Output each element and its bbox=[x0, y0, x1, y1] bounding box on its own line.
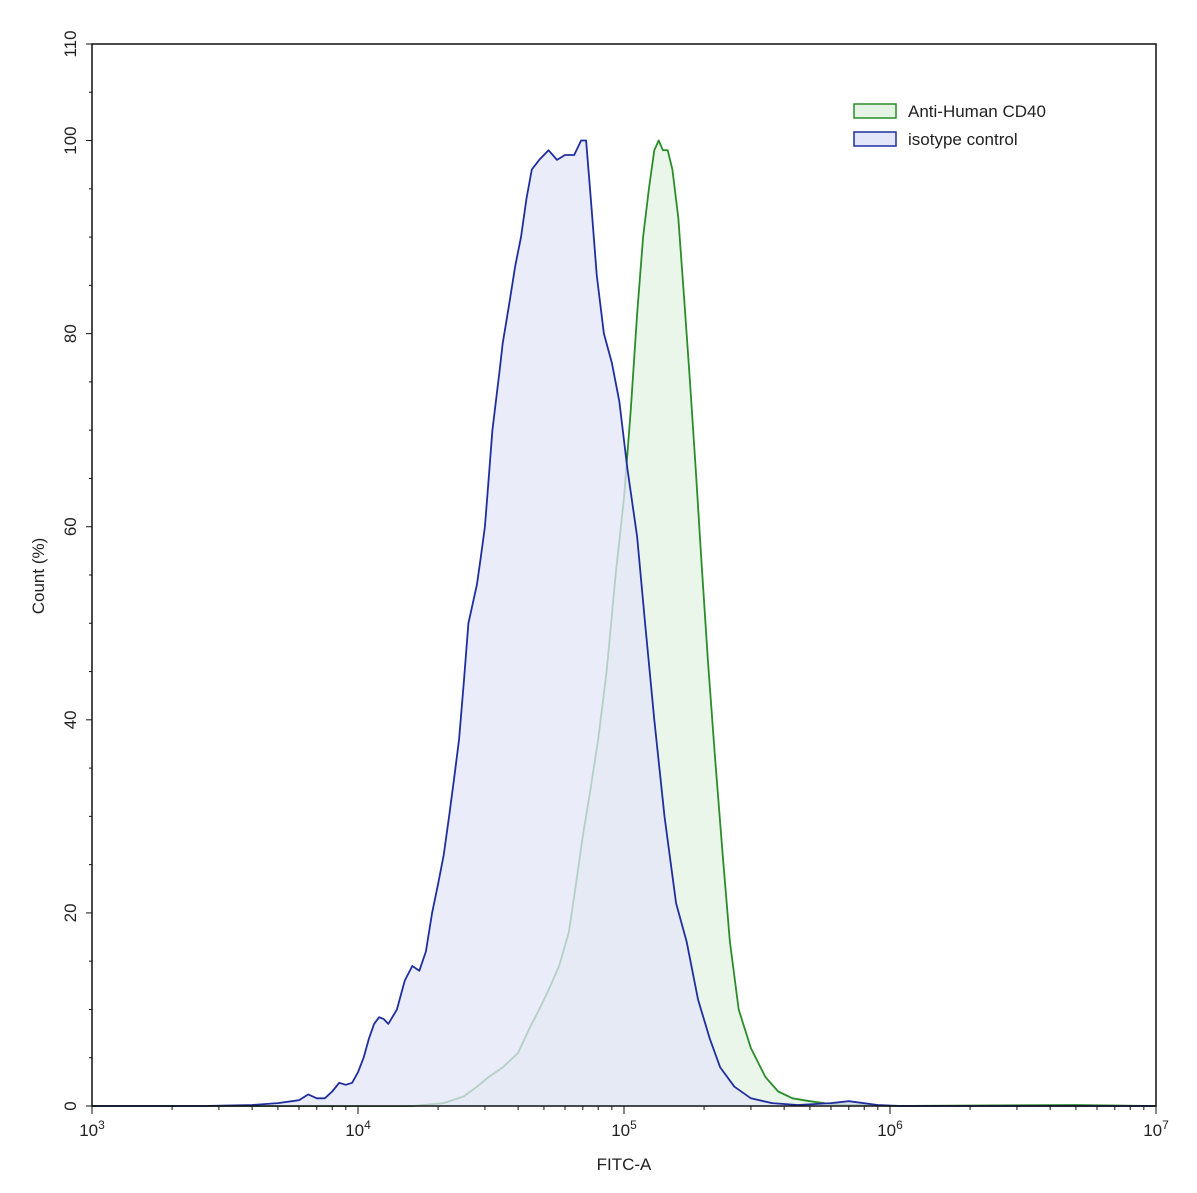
y-tick-label: 100 bbox=[61, 126, 80, 154]
series-area-1 bbox=[92, 140, 1156, 1106]
x-tick-label: 103 bbox=[79, 1118, 105, 1140]
x-tick-label: 107 bbox=[1143, 1118, 1169, 1140]
y-tick-label: 80 bbox=[61, 324, 80, 343]
y-tick-label: 20 bbox=[61, 903, 80, 922]
series-line-1 bbox=[92, 139, 1156, 1107]
y-tick-label: 60 bbox=[61, 517, 80, 536]
x-axis: 103 104 105 106 107 bbox=[79, 1106, 1169, 1140]
legend-swatch-1 bbox=[853, 131, 897, 147]
legend-label-1: isotype control bbox=[908, 130, 1018, 149]
legend-label-0: Anti-Human CD40 bbox=[908, 102, 1046, 121]
y-tick-label: 110 bbox=[61, 30, 80, 57]
series-1 bbox=[92, 139, 1156, 1107]
y-tick-label: 40 bbox=[61, 710, 80, 729]
legend: Anti-Human CD40 isotype control bbox=[853, 102, 1046, 149]
x-tick-label: 104 bbox=[345, 1118, 371, 1140]
y-axis-title: Count (%) bbox=[29, 538, 48, 615]
legend-swatch-0 bbox=[853, 103, 897, 119]
series-layer bbox=[92, 139, 1157, 1107]
x-tick-label: 106 bbox=[877, 1118, 903, 1140]
x-tick-label: 105 bbox=[611, 1118, 637, 1140]
y-axis: 0 20 40 60 80 100 110 bbox=[61, 30, 92, 1111]
y-tick-label: 0 bbox=[61, 1101, 80, 1110]
x-axis-title: FITC-A bbox=[597, 1155, 652, 1174]
